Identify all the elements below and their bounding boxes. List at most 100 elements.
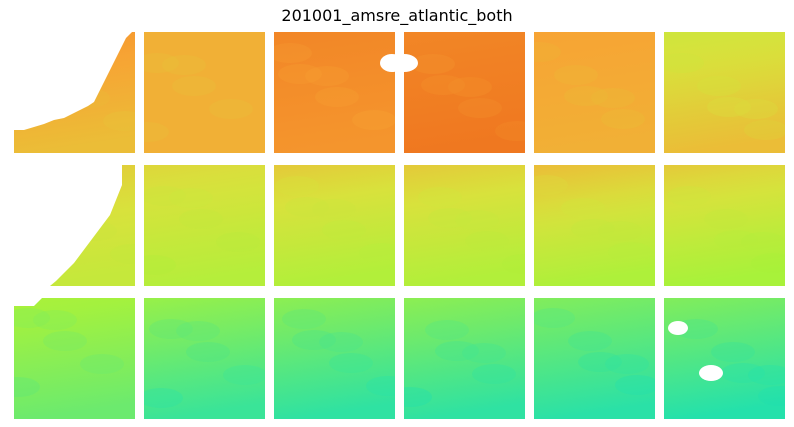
sst-tile-image xyxy=(404,298,525,419)
sst-blotch xyxy=(744,120,785,140)
sst-tile-image xyxy=(404,165,525,286)
sst-blotch xyxy=(216,232,260,252)
sst-blotch xyxy=(721,363,765,383)
sst-tile-image xyxy=(144,165,265,286)
sst-blotch xyxy=(285,197,329,217)
figure-title: 201001_amsre_atlantic_both xyxy=(281,6,513,25)
sst-field xyxy=(274,298,395,419)
sst-tile-image xyxy=(144,298,265,419)
sst-field xyxy=(274,165,395,286)
sst-field xyxy=(534,165,655,286)
sst-blotch xyxy=(169,188,213,208)
sst-blotch xyxy=(312,199,356,219)
sst-tile xyxy=(404,165,525,286)
sst-field xyxy=(664,298,785,419)
sst-blotch xyxy=(103,111,135,131)
sst-blotch xyxy=(359,243,395,263)
sst-blotch xyxy=(502,254,525,274)
sst-tile xyxy=(664,298,785,419)
sst-blotch xyxy=(615,375,655,395)
sst-field xyxy=(404,165,525,286)
sst-blotch xyxy=(734,99,778,119)
sst-tile-image xyxy=(274,298,395,419)
sst-blotch xyxy=(704,209,748,229)
sst-field xyxy=(404,298,525,419)
sst-tile xyxy=(144,165,265,286)
sst-tile-image xyxy=(14,298,135,419)
sst-blotch xyxy=(319,332,363,352)
sst-blotch xyxy=(571,219,615,239)
sst-blotch xyxy=(707,97,751,117)
sst-blotch xyxy=(223,365,265,385)
sst-tile-image xyxy=(664,298,785,419)
sst-tile xyxy=(144,32,265,153)
sst-field xyxy=(144,298,265,419)
sst-blotch xyxy=(329,353,373,373)
sst-blotch xyxy=(568,331,612,351)
sst-blotch xyxy=(80,354,124,374)
sst-tile-image xyxy=(534,165,655,286)
sst-field xyxy=(274,32,395,153)
sst-tile-image xyxy=(534,32,655,153)
sst-blotch xyxy=(209,99,253,119)
sst-blotch xyxy=(179,209,223,229)
sst-blotch xyxy=(605,354,649,374)
sst-blotch xyxy=(697,76,741,96)
sst-blotch xyxy=(421,75,465,95)
sst-blotch xyxy=(598,221,642,241)
missing-data-blob xyxy=(668,321,688,335)
sst-blotch xyxy=(274,43,312,63)
sst-blotch xyxy=(462,343,506,363)
sst-blotch xyxy=(758,386,785,406)
sst-tile xyxy=(404,32,525,153)
sst-tile xyxy=(534,298,655,419)
sst-blotch xyxy=(176,321,220,341)
sst-blotch xyxy=(534,42,561,62)
sst-tile xyxy=(144,298,265,419)
sst-blotch xyxy=(43,331,87,351)
sst-blotch xyxy=(495,121,525,141)
sst-blotch xyxy=(608,242,652,262)
missing-data-blob xyxy=(699,365,723,381)
sst-blotch xyxy=(275,176,319,196)
sst-blotch xyxy=(564,86,608,106)
sst-blotch xyxy=(315,87,359,107)
sst-field xyxy=(144,32,265,153)
sst-blotch xyxy=(411,54,455,74)
missing-data-blob xyxy=(380,54,395,72)
sst-tile-image xyxy=(274,165,395,286)
sst-blotch xyxy=(144,186,186,206)
sst-blotch xyxy=(14,377,40,397)
sst-tile xyxy=(14,32,135,153)
sst-tile-image xyxy=(144,32,265,153)
sst-tile-image xyxy=(404,32,525,153)
sst-blotch xyxy=(144,122,169,142)
sst-blotch xyxy=(455,210,499,230)
sst-tile-image xyxy=(534,298,655,419)
sst-blotch xyxy=(435,341,479,361)
sst-blotch xyxy=(711,342,755,362)
sst-blotch xyxy=(534,175,568,195)
sst-tile xyxy=(14,298,135,419)
sst-tile xyxy=(404,298,525,419)
sst-blotch xyxy=(425,320,469,340)
sst-blotch xyxy=(404,387,432,407)
sst-blotch xyxy=(305,66,349,86)
sst-blotch xyxy=(741,232,785,252)
sst-blotch xyxy=(664,53,704,73)
sst-tile xyxy=(274,32,395,153)
sst-blotch xyxy=(428,208,472,228)
sst-blotch xyxy=(601,109,645,129)
sst-tile xyxy=(664,32,785,153)
sst-blotch xyxy=(534,308,575,328)
sst-blotch xyxy=(186,342,230,362)
sst-blotch xyxy=(292,330,336,350)
sst-tile xyxy=(274,298,395,419)
sst-blotch xyxy=(554,65,598,85)
sst-tile-image xyxy=(664,165,785,286)
sst-blotch xyxy=(162,55,206,75)
sst-blotch xyxy=(282,309,326,329)
sst-tile xyxy=(274,165,395,286)
land-mask xyxy=(14,298,42,306)
sst-field xyxy=(14,298,135,419)
